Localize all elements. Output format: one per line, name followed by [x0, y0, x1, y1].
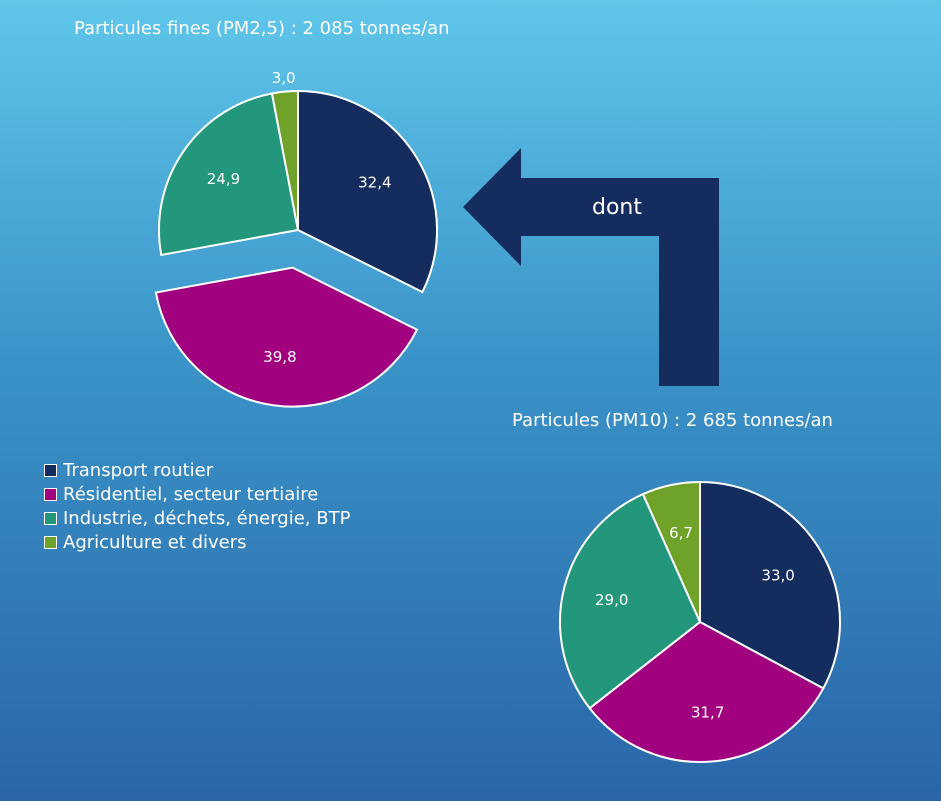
- dont-arrow: dont: [463, 148, 719, 386]
- pm25-label-transport-routier: 32,4: [358, 173, 391, 191]
- pm10-label-agriculture-et-divers: 6,7: [669, 524, 693, 542]
- arrow-label: dont: [592, 195, 642, 220]
- pm10-pie-chart: 33,0 31,7 29,0 6,7: [559, 480, 841, 763]
- legend-swatch-industrie: [44, 511, 57, 525]
- legend-label-transport: Transport routier: [63, 459, 214, 481]
- legend-label-agriculture: Agriculture et divers: [63, 531, 247, 553]
- pm10-chart-title: Particules (PM10) : 2 685 tonnes/an: [512, 410, 833, 431]
- pm25-label-residentiel-secteur-tertiaire: 39,8: [263, 348, 296, 366]
- legend-item-agriculture: Agriculture et divers: [44, 530, 350, 554]
- pm10-label-industrie-dechets-energie-btp: 29,0: [595, 591, 628, 609]
- legend-item-transport: Transport routier: [44, 458, 350, 482]
- pm25-label-industrie-dechets-energie-btp: 24,9: [207, 170, 240, 188]
- pm10-slice-agriculture-et-divers: [641, 480, 701, 623]
- pm25-slice-residentiel-secteur-tertiaire: [154, 266, 419, 408]
- legend-label-residentiel: Résidentiel, secteur tertiaire: [63, 483, 319, 505]
- legend-label-industrie: Industrie, déchets, énergie, BTP: [63, 507, 351, 529]
- legend-swatch-residentiel: [44, 487, 57, 501]
- pm10-slice-industrie-dechets-energie-btp: [559, 492, 702, 710]
- legend-swatch-transport: [44, 463, 57, 477]
- pm10-label-transport-routier: 33,0: [761, 566, 794, 584]
- pm25-pie-chart: 32,4 39,8 24,9 3,0: [154, 69, 438, 408]
- pm25-chart-title: Particules fines (PM2,5) : 2 085 tonnes/…: [74, 18, 450, 39]
- pm10-slice-transport-routier: [699, 480, 841, 690]
- pm25-label-agriculture-et-divers: 3,0: [272, 69, 296, 87]
- pm25-slice-agriculture-et-divers: [270, 89, 299, 231]
- legend-swatch-agriculture: [44, 535, 57, 549]
- legend-item-industrie: Industrie, déchets, énergie, BTP: [44, 506, 350, 530]
- legend: Transport routier Résidentiel, secteur t…: [44, 458, 350, 554]
- pm25-slice-industrie-dechets-energie-btp: [158, 92, 300, 257]
- pm10-slice-residentiel-secteur-tertiaire: [588, 620, 825, 763]
- pm25-slice-transport-routier: [297, 89, 438, 294]
- pm10-label-residentiel-secteur-tertiaire: 31,7: [691, 704, 724, 722]
- arrow-shape: [463, 148, 719, 386]
- legend-item-residentiel: Résidentiel, secteur tertiaire: [44, 482, 350, 506]
